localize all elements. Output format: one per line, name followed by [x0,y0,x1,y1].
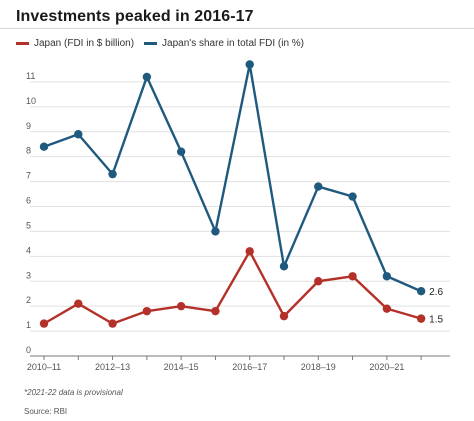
share-data-point [74,130,83,139]
share-data-point [382,272,392,281]
y-tick-label: 9 [26,121,31,131]
y-tick-label: 2 [26,295,31,305]
y-tick-label: 7 [26,171,31,181]
share-data-point [314,182,323,191]
fdi-data-point [314,277,323,286]
share-data-point [245,60,254,69]
fdi-data-point [142,306,152,316]
legend: Japan (FDI in $ billion) Japan's share i… [16,38,314,49]
share-data-point [416,287,426,296]
legend-item-share: Japan's share in total FDI (in %) [144,38,304,49]
y-tick-label: 5 [26,220,31,230]
y-tick-label: 4 [26,245,31,255]
x-tick-label: 2014–15 [164,362,199,372]
y-tick-label: 3 [26,270,31,280]
share-data-point [211,227,220,236]
source-note: Source: RBI [24,407,68,416]
share-series-line [43,63,422,293]
legend-item-fdi: Japan (FDI in $ billion) [16,38,134,49]
fdi-data-point [416,314,426,323]
fdi-data-point [108,319,117,328]
chart-title: Investments peaked in 2016-17 [16,8,254,25]
footnote: *2021-22 data is provisional [24,388,123,397]
fdi-end-label: 1.5 [429,315,443,326]
y-tick-label: 8 [26,146,31,156]
x-tick-label: 2018–19 [301,362,336,372]
fdi-series-line [43,250,422,325]
x-tick-label: 2020–21 [369,362,404,372]
legend-swatch-share [144,42,158,45]
y-tick-label: 10 [26,96,36,106]
legend-swatch-fdi [16,42,29,45]
legend-label-share: Japan's share in total FDI (in %) [162,38,305,49]
x-tick-label: 2016–17 [232,362,267,372]
share-data-point [142,72,152,82]
fdi-data-point [211,306,220,316]
share-data-point [279,262,289,271]
fdi-data-point [279,311,289,321]
y-tick-label: 11 [26,71,35,81]
fdi-data-point [176,301,186,311]
fdi-data-point [39,319,49,328]
fdi-data-point [74,299,83,308]
y-tick-label: 0 [26,345,31,355]
title-bar: Investments peaked in 2016-17 [0,0,474,29]
share-data-point [176,147,186,156]
y-tick-label: 6 [26,196,31,206]
fdi-data-point [245,247,254,256]
fdi-data-point [348,272,357,281]
y-tick-label: 1 [26,320,31,330]
share-data-point [39,142,49,151]
share-data-point [108,169,117,179]
x-tick-label: 2010–11 [27,362,61,372]
legend-label-fdi: Japan (FDI in $ billion) [34,38,135,49]
fdi-data-point [382,304,392,313]
share-end-label: 2.6 [429,287,443,298]
share-data-point [348,192,357,201]
x-tick-label: 2012–13 [95,362,130,372]
